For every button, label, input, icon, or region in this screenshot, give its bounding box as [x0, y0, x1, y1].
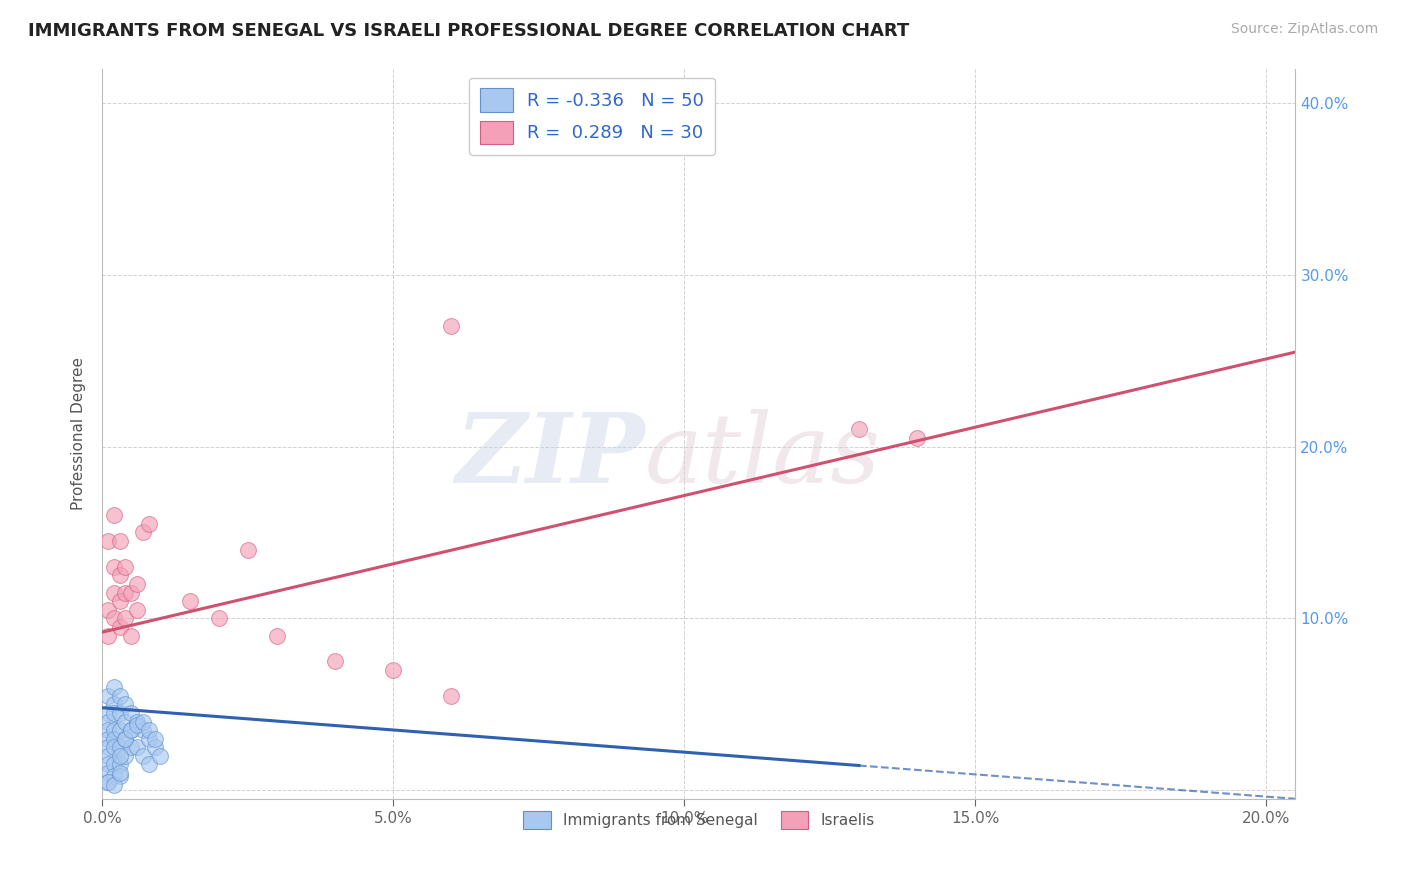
Point — [103, 698, 125, 712]
Point — [103, 740, 125, 755]
Point — [114, 698, 136, 712]
Text: atlas: atlas — [645, 409, 882, 502]
Point — [108, 534, 131, 549]
Point — [97, 774, 120, 789]
Point — [103, 731, 125, 746]
Point — [114, 731, 136, 746]
Point — [103, 770, 125, 784]
Point — [114, 611, 136, 625]
Y-axis label: Professional Degree: Professional Degree — [72, 357, 86, 510]
Point — [97, 740, 120, 755]
Point — [848, 422, 870, 436]
Point — [114, 748, 136, 763]
Point — [132, 525, 155, 540]
Point — [103, 508, 125, 523]
Point — [108, 689, 131, 703]
Point — [103, 706, 125, 720]
Point — [103, 680, 125, 694]
Point — [138, 731, 160, 746]
Point — [108, 740, 131, 755]
Point — [127, 603, 149, 617]
Point — [108, 748, 131, 763]
Point — [143, 731, 166, 746]
Point — [120, 740, 142, 755]
Legend: Immigrants from Senegal, Israelis: Immigrants from Senegal, Israelis — [517, 805, 880, 835]
Point — [120, 723, 142, 737]
Point — [149, 748, 172, 763]
Point — [236, 542, 259, 557]
Point — [108, 706, 131, 720]
Point — [97, 766, 120, 780]
Point — [127, 740, 149, 755]
Point — [132, 723, 155, 737]
Point — [103, 778, 125, 792]
Point — [440, 319, 463, 334]
Point — [108, 766, 131, 780]
Point — [138, 516, 160, 531]
Point — [127, 577, 149, 591]
Point — [97, 757, 120, 772]
Point — [132, 748, 155, 763]
Point — [108, 757, 131, 772]
Point — [114, 714, 136, 729]
Point — [103, 585, 125, 599]
Point — [97, 629, 120, 643]
Point — [138, 723, 160, 737]
Point — [97, 534, 120, 549]
Point — [97, 603, 120, 617]
Point — [108, 620, 131, 634]
Point — [103, 723, 125, 737]
Text: IMMIGRANTS FROM SENEGAL VS ISRAELI PROFESSIONAL DEGREE CORRELATION CHART: IMMIGRANTS FROM SENEGAL VS ISRAELI PROFE… — [28, 22, 910, 40]
Point — [114, 585, 136, 599]
Point — [440, 689, 463, 703]
Point — [97, 689, 120, 703]
Point — [207, 611, 229, 625]
Point — [97, 774, 120, 789]
Point — [266, 629, 288, 643]
Point — [108, 723, 131, 737]
Point — [143, 740, 166, 755]
Point — [120, 723, 142, 737]
Point — [108, 770, 131, 784]
Point — [132, 714, 155, 729]
Text: Source: ZipAtlas.com: Source: ZipAtlas.com — [1230, 22, 1378, 37]
Point — [97, 706, 120, 720]
Point — [103, 757, 125, 772]
Point — [114, 559, 136, 574]
Point — [97, 723, 120, 737]
Point — [323, 654, 346, 668]
Point — [382, 663, 405, 677]
Text: ZIP: ZIP — [456, 409, 645, 502]
Point — [108, 594, 131, 608]
Point — [127, 714, 149, 729]
Point — [103, 611, 125, 625]
Point — [108, 568, 131, 582]
Point — [179, 594, 201, 608]
Point — [120, 585, 142, 599]
Point — [120, 706, 142, 720]
Point — [114, 731, 136, 746]
Point — [97, 731, 120, 746]
Point — [905, 431, 928, 445]
Point — [103, 559, 125, 574]
Point — [97, 748, 120, 763]
Point — [138, 757, 160, 772]
Point — [120, 629, 142, 643]
Point — [127, 718, 149, 732]
Point — [97, 714, 120, 729]
